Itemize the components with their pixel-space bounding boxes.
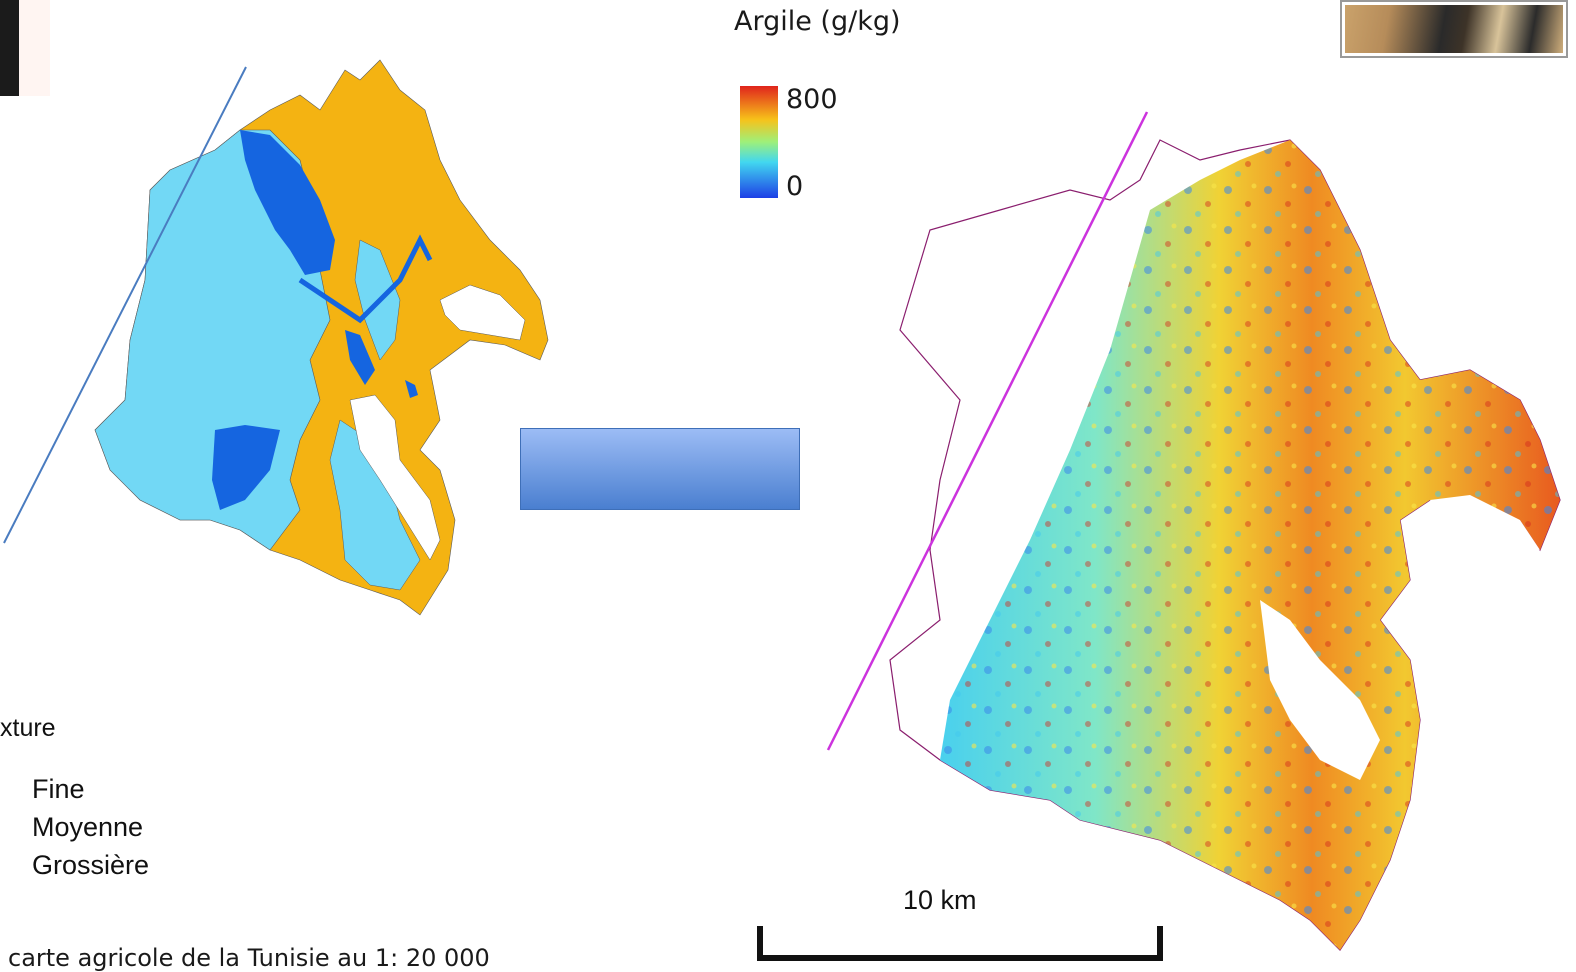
scale-bar: [757, 926, 1163, 961]
texture-map: [3, 59, 549, 616]
transect-line-left: [3, 66, 247, 544]
legend-item-moyenne: Moyenne: [32, 812, 144, 842]
transect-line-right: [826, 111, 1149, 751]
legend-item-grossiere: Grossière: [32, 850, 150, 880]
colorbar-gradient: [740, 86, 778, 198]
source-note: carte agricole de la Tunisie au 1: 20 00…: [8, 944, 490, 972]
field-photo: [1340, 0, 1568, 58]
texture-map-fine: [240, 130, 335, 275]
legend-title: xture: [0, 714, 56, 742]
colorbar-title: Argile (g/kg): [734, 6, 901, 37]
transform-arrow-box: [520, 428, 800, 510]
clay-content-map: [826, 111, 1561, 951]
scale-bar-label: 10 km: [903, 885, 977, 915]
inset-map-fragment: [0, 0, 50, 96]
colorbar-min-label: 0: [786, 171, 804, 202]
legend-item-fine: Fine: [32, 774, 85, 804]
colorbar-max-label: 800: [786, 84, 838, 115]
